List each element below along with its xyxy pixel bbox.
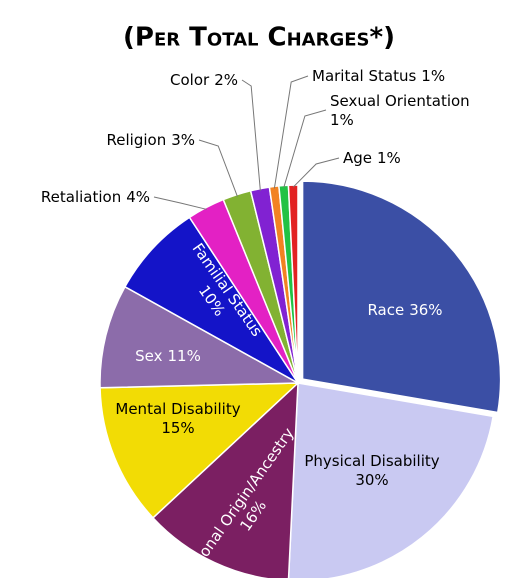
leader-line xyxy=(292,157,340,188)
slice-label: Color 2% xyxy=(170,71,238,89)
pie-slice xyxy=(301,180,502,414)
slice-label-name: Mental Disability xyxy=(115,400,240,418)
slice-label-name: Physical Disability xyxy=(304,452,439,470)
slice-label: Marital Status 1% xyxy=(312,67,445,85)
slice-label: Age 1% xyxy=(343,149,401,167)
slice-label: Sex 11% xyxy=(135,347,201,365)
slice-label: Religion 3% xyxy=(107,131,195,149)
slice-label-name: Age xyxy=(343,149,372,167)
slice-label: Retaliation 4% xyxy=(41,188,150,206)
slice-label: Mental Disability 15% xyxy=(115,400,240,437)
slice-label-name: Retaliation xyxy=(41,188,121,206)
slice-label-value: 1% xyxy=(421,67,445,85)
slice-label-value: 1% xyxy=(377,149,401,167)
slice-label: Physical Disability 30% xyxy=(304,452,439,489)
slice-label: Sexual Orientation 1% xyxy=(330,92,470,129)
pie-slice xyxy=(287,382,495,578)
slice-label-value: 30% xyxy=(355,471,388,489)
slice-label-value: 4% xyxy=(126,188,150,206)
pie-slice xyxy=(151,381,299,578)
slice-label-value: 11% xyxy=(168,347,201,365)
slice-label-name: Marital Status xyxy=(312,67,416,85)
pie-slice xyxy=(99,285,301,389)
leader-line xyxy=(283,109,327,188)
slice-label-name: Race xyxy=(367,301,404,319)
slice-label-name: Sex xyxy=(135,347,162,365)
slice-label-value: 3% xyxy=(171,131,195,149)
slice-label-name: Color xyxy=(170,71,210,89)
slice-label-name: Religion xyxy=(107,131,167,149)
slice-label-name: Sexual Orientation xyxy=(330,92,470,110)
slice-label-value: 15% xyxy=(161,419,194,437)
slice-label-value: 36% xyxy=(409,301,442,319)
pie-slice xyxy=(123,216,299,384)
slice-label: Race 36% xyxy=(367,301,442,319)
chart-title: (Per Total Charges*) xyxy=(123,23,395,53)
leader-line xyxy=(198,139,238,197)
pie-slice xyxy=(287,184,299,384)
leader-line xyxy=(241,79,261,191)
pie-slice xyxy=(99,382,300,519)
leader-line xyxy=(273,75,309,189)
slice-label-value: 1% xyxy=(330,111,354,129)
slice-label-value: 2% xyxy=(214,71,238,89)
leader-line xyxy=(153,196,208,210)
